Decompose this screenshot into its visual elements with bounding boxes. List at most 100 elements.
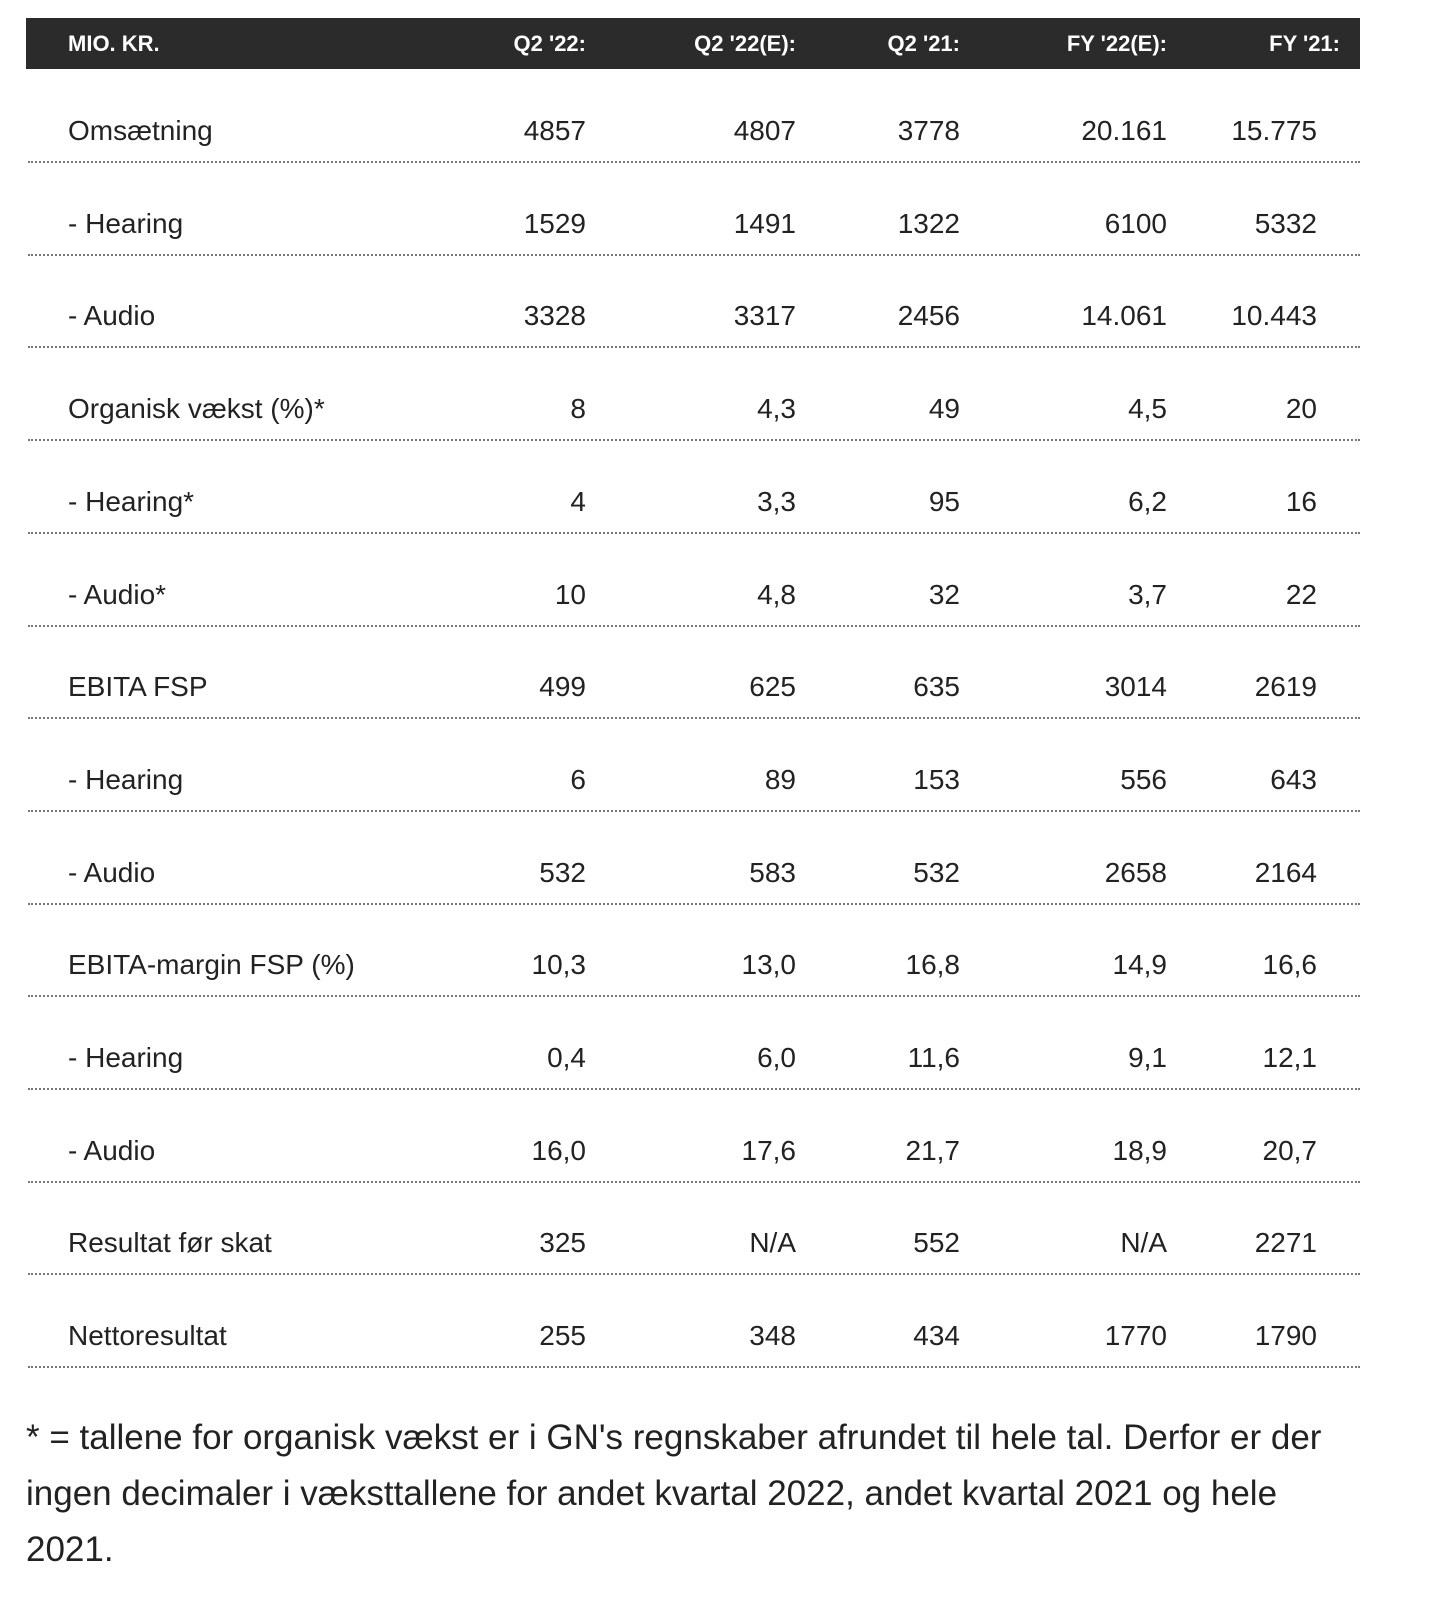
- cell: 16: [1285, 485, 1317, 517]
- footnote: * = tallene for organisk vækst er i GN's…: [26, 1418, 1322, 1569]
- cell: 4,3: [757, 393, 796, 425]
- row-separator: [28, 439, 1360, 442]
- row-label: - Audio: [68, 300, 156, 332]
- cell: 49: [928, 393, 960, 425]
- cell: 20,7: [1262, 1134, 1318, 1166]
- cell: 348: [749, 1320, 796, 1352]
- cell: 1529: [523, 207, 586, 239]
- cell: 6,2: [1128, 485, 1167, 517]
- header-cell: FY '22(E):: [1066, 31, 1167, 56]
- cell: 6: [570, 763, 586, 795]
- row-label: Omsætning: [68, 115, 213, 146]
- row-separator: [28, 1088, 1360, 1090]
- cell: 434: [913, 1320, 960, 1352]
- cell: 32: [928, 578, 960, 610]
- row-separator: [28, 1366, 1360, 1369]
- cell: 15.775: [1231, 115, 1317, 146]
- header-cell: FY '21:: [1269, 31, 1340, 56]
- cell: 532: [539, 856, 586, 888]
- row-separator: [28, 809, 1360, 812]
- cell: 4: [570, 485, 586, 517]
- cell: 0,4: [547, 1042, 586, 1073]
- row-label: - Audio: [68, 1134, 156, 1166]
- cell: 12,1: [1262, 1042, 1318, 1073]
- cell: 22: [1285, 578, 1317, 610]
- row-label: - Hearing: [68, 207, 184, 239]
- cell: N/A: [749, 1227, 796, 1259]
- row-label: - Audio*: [68, 578, 167, 610]
- cell: 6,0: [757, 1042, 796, 1073]
- cell: 16,0: [531, 1134, 587, 1166]
- row-label: EBITA FSP: [68, 671, 208, 703]
- cell: 556: [1120, 763, 1167, 795]
- cell: 20.161: [1081, 115, 1167, 146]
- cell: 14.061: [1081, 300, 1167, 332]
- cell: 9,1: [1128, 1042, 1167, 1073]
- header-cell: Q2 '21:: [887, 31, 961, 56]
- row-separator: [28, 995, 1360, 998]
- cell: 255: [539, 1320, 586, 1352]
- cell: 1790: [1254, 1320, 1317, 1352]
- cell: 10,3: [531, 949, 587, 981]
- cell: 11,6: [907, 1042, 960, 1073]
- cell: 499: [539, 671, 586, 703]
- cell: 625: [749, 671, 796, 703]
- row-label: Nettoresultat: [68, 1320, 227, 1352]
- cell: 21,7: [905, 1134, 961, 1166]
- cell: 3,7: [1128, 578, 1167, 610]
- row-separator: [28, 161, 1360, 163]
- cell: 13,0: [741, 949, 797, 981]
- cell: 325: [539, 1227, 586, 1259]
- cell: 2658: [1104, 856, 1167, 888]
- cell: 1322: [897, 207, 960, 239]
- cell: 532: [913, 856, 960, 888]
- cell: 4,5: [1128, 393, 1167, 425]
- row-label: - Hearing*: [68, 485, 195, 517]
- cell: 552: [913, 1227, 960, 1259]
- cell: 4857: [523, 115, 586, 146]
- cell: 2164: [1254, 856, 1317, 888]
- header-cell: Q2 '22:: [513, 31, 587, 56]
- row-label: Resultat før skat: [68, 1227, 272, 1259]
- cell: 643: [1270, 763, 1317, 795]
- row-separator: [28, 253, 1360, 256]
- cell: 3,3: [757, 485, 796, 517]
- cell: 2619: [1254, 671, 1317, 703]
- row-label: - Hearing: [68, 763, 184, 795]
- cell: 17,6: [741, 1134, 797, 1166]
- table-header: MIO. KR. Q2 '22: Q2 '22(E): Q2 '21: FY '22(E…: [26, 18, 1360, 69]
- row-label: - Audio: [68, 856, 156, 888]
- cell: 95: [928, 485, 960, 517]
- cell: 20: [1285, 393, 1317, 425]
- cell: 3778: [897, 115, 960, 146]
- cell: 10.443: [1231, 300, 1317, 332]
- cell: 3317: [733, 300, 796, 332]
- cell: 14,9: [1112, 949, 1168, 981]
- cell: 8: [570, 393, 586, 425]
- row-label: Organisk vækst (%)*: [68, 393, 325, 425]
- cell: 16,8: [905, 949, 961, 981]
- row-separator: [28, 624, 1360, 627]
- row-separator: [28, 717, 1360, 720]
- row-separator: [28, 902, 1360, 905]
- header-label: MIO. KR.: [68, 31, 160, 56]
- cell: 1491: [733, 207, 796, 239]
- cell: 4807: [733, 115, 796, 146]
- cell: 4,8: [757, 578, 796, 610]
- cell: 635: [913, 671, 960, 703]
- cell: 3328: [523, 300, 586, 332]
- row-separator: [28, 1180, 1360, 1183]
- cell: N/A: [1120, 1227, 1167, 1259]
- row-separator: [28, 1273, 1360, 1276]
- cell: 2271: [1254, 1227, 1317, 1259]
- header-cell: Q2 '22(E):: [694, 31, 796, 56]
- cell: 6100: [1104, 207, 1167, 239]
- cell: 1770: [1104, 1320, 1167, 1352]
- cell: 3014: [1104, 671, 1167, 703]
- cell: 18,9: [1112, 1134, 1168, 1166]
- row-separator: [28, 346, 1360, 349]
- cell: 2456: [897, 300, 960, 332]
- cell: 10: [554, 578, 586, 610]
- cell: 5332: [1254, 207, 1317, 239]
